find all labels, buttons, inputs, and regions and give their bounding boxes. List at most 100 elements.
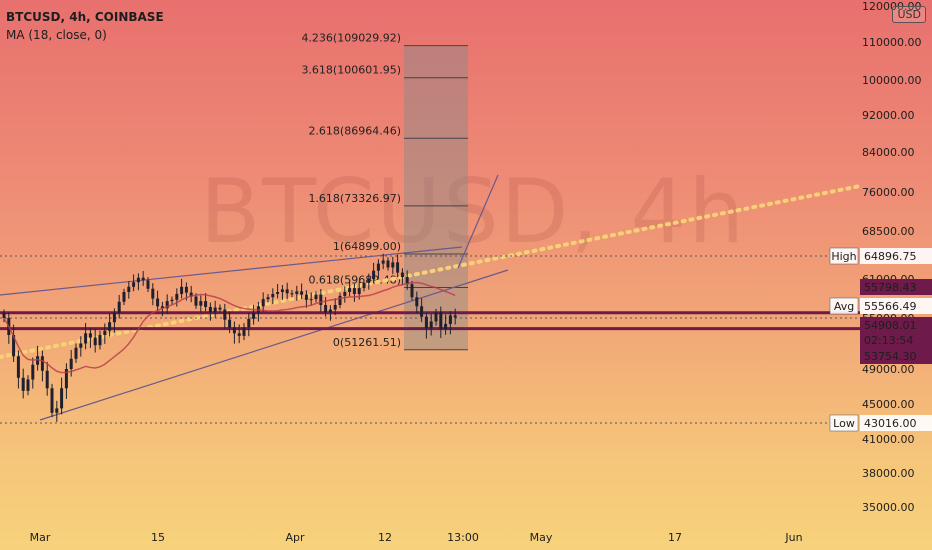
symbol-title[interactable]: BTCUSD, 4h, COINBASE: [6, 10, 164, 24]
candle-body: [400, 272, 404, 278]
fib-level-label: 2.618(86964.46): [308, 124, 401, 137]
price-tag-name: Avg: [834, 300, 854, 313]
candle-body: [314, 294, 318, 300]
price-tag-value: 64896.75: [864, 250, 917, 263]
candle-body: [64, 369, 68, 389]
price-tag-name-bg: [829, 247, 859, 265]
candle-body: [271, 293, 275, 298]
price-tag-bg: [860, 248, 932, 264]
candle-body: [112, 312, 116, 323]
y-axis-tick-label: 35000.00: [862, 501, 915, 514]
candle-body: [160, 306, 164, 309]
candle-body: [103, 330, 107, 335]
moving-average-line: [3, 281, 456, 374]
y-axis-tick-label: 120000.00: [862, 0, 922, 13]
candle-body: [55, 408, 59, 413]
fib-extension-box: [404, 45, 468, 350]
candle-body: [79, 343, 83, 348]
candle-body: [127, 286, 131, 292]
candle-body: [357, 288, 361, 294]
candle-body: [424, 316, 428, 329]
price-tag-bg: [860, 298, 932, 314]
candle-body: [367, 279, 371, 283]
candle-body: [223, 309, 227, 320]
candle-body: [170, 299, 174, 302]
y-axis-tick-label: 100000.00: [862, 74, 922, 87]
y-axis-tick-label: 110000.00: [862, 36, 922, 49]
candle-body: [136, 277, 140, 283]
fib-level-label: 1(64899.00): [333, 240, 401, 253]
candle-body: [304, 294, 308, 300]
price-tag-bg: [860, 279, 932, 295]
candle-body: [429, 321, 433, 329]
candle-body: [362, 282, 366, 289]
x-axis-tick-label: Apr: [285, 531, 305, 544]
y-axis-tick-label: 45000.00: [862, 398, 915, 411]
y-axis-tick-label: 38000.00: [862, 467, 915, 480]
candle-body: [31, 364, 35, 380]
candle-body: [74, 347, 78, 359]
candle-body: [338, 295, 342, 305]
candle-body: [141, 277, 145, 281]
candle-body: [50, 388, 54, 413]
candle-body: [309, 299, 313, 301]
breakout-projection-line: [457, 174, 499, 269]
candle-body: [165, 301, 169, 309]
candle-body: [348, 288, 352, 292]
y-axis-tick-label: 49000.00: [862, 363, 915, 376]
fib-level-label: 0(51261.51): [333, 336, 401, 349]
candle-body: [199, 301, 203, 306]
candle-body: [146, 280, 150, 289]
candle-body: [132, 282, 136, 287]
y-axis-tick-label: 41000.00: [862, 433, 915, 446]
upper-trendline: [0, 246, 463, 296]
candle-body: [328, 309, 332, 313]
x-axis-tick-label: Jun: [784, 531, 802, 544]
candle-body: [343, 292, 347, 296]
currency-badge[interactable]: USD: [892, 6, 926, 23]
y-axis-tick-label: 68500.00: [862, 225, 915, 238]
candle-body: [444, 323, 448, 330]
candle-body: [386, 260, 390, 268]
candle-body: [194, 296, 198, 306]
symbol-watermark: BTCUSD, 4h: [200, 160, 747, 263]
candle-body: [376, 263, 380, 271]
candle-body: [276, 292, 280, 294]
price-tag-value: 55566.49: [864, 300, 917, 313]
candle-body: [372, 270, 376, 279]
candle-body: [280, 289, 284, 292]
candle-body: [448, 315, 452, 324]
candle-body: [40, 356, 44, 371]
y-axis-tick-label: 76000.00: [862, 186, 915, 199]
candle-body: [93, 337, 97, 346]
candle-body: [232, 327, 236, 334]
price-tag-bg: [860, 317, 932, 333]
price-tag-name-bg: [829, 297, 859, 315]
price-tag-value: 55798.43: [864, 281, 917, 294]
indicator-label[interactable]: MA (18, close, 0): [6, 28, 107, 42]
candle-body: [88, 333, 92, 338]
candle-body: [396, 262, 400, 273]
candle-body: [122, 292, 126, 302]
candle-body: [12, 335, 16, 357]
y-axis-tick-label: 84000.00: [862, 146, 915, 159]
candle-body: [184, 286, 188, 293]
candle-body: [36, 356, 40, 365]
candle-body: [45, 370, 49, 389]
candle-body: [180, 286, 184, 294]
candle-body: [213, 307, 217, 313]
price-tag-value: 54908.01: [864, 319, 917, 332]
candle-body: [285, 289, 289, 294]
candle-body: [84, 333, 88, 344]
price-tag-value: 02:13:54: [864, 334, 913, 347]
candle-body: [405, 277, 409, 285]
candle-body: [2, 312, 6, 318]
x-axis-tick-label: May: [530, 531, 553, 544]
candle-body: [156, 298, 160, 307]
price-tag-value: 53754.30: [864, 350, 917, 363]
candle-body: [26, 379, 30, 391]
fib-level-label: 3.618(100601.95): [301, 64, 401, 77]
candle-body: [300, 291, 304, 295]
lower-trendline: [39, 269, 509, 421]
